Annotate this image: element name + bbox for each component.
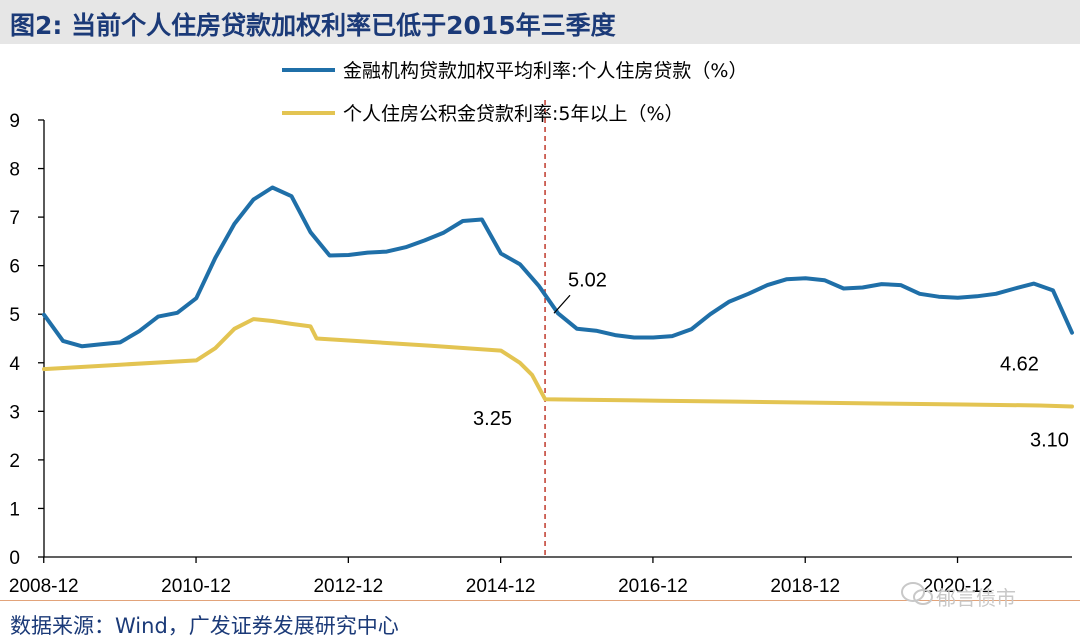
annotation-label: 5.02 (568, 269, 607, 291)
wechat-icon (901, 582, 933, 605)
data-source: 数据来源：Wind，广发证券发展研究中心 (10, 614, 399, 638)
y-tick-label: 8 (9, 160, 20, 181)
footer-divider (0, 600, 1080, 601)
x-tick-label: 2020-12 (923, 576, 993, 597)
axes: 0 1 2 3 4 5 6 7 8 9 2008-12 2010-12 2012-12 2014-12 20… (9, 100, 1072, 597)
y-tick-label: 3 (9, 402, 20, 423)
legend: 金融机构贷款加权平均利率:个人住房贷款（%） 个人住房公积金贷款利率:5年以上（… (282, 60, 747, 125)
y-tick-label: 4 (9, 354, 20, 375)
x-tick-label: 2014-12 (466, 576, 536, 597)
watermark-text: 郁言债市 (936, 586, 1016, 610)
line-chart: 0 1 2 3 4 5 6 7 8 9 2008-12 2010-12 2012-12 2014-12 20… (9, 60, 1074, 597)
y-tick-label: 5 (9, 305, 20, 326)
annotation-leader (553, 294, 571, 314)
legend-label-fund-rate: 个人住房公积金贷款利率:5年以上（%） (343, 103, 684, 125)
y-tick-label: 0 (9, 548, 20, 569)
y-tick-label: 9 (9, 111, 20, 132)
title-bar (0, 0, 1080, 44)
y-tick-label: 6 (9, 257, 20, 278)
series (42, 185, 1074, 409)
legend-label-loan-rate: 金融机构贷款加权平均利率:个人住房贷款（%） (343, 60, 747, 82)
x-tick-label: 2008-12 (9, 576, 79, 597)
series-loan-rate-line (42, 185, 1074, 349)
y-tick-label: 1 (9, 499, 20, 520)
y-tick-label: 2 (9, 451, 20, 472)
annotation-label: 3.10 (1030, 429, 1069, 451)
y-tick-label: 7 (9, 208, 20, 229)
x-tick-label: 2010-12 (161, 576, 231, 597)
series-fund-rate-line (42, 317, 1074, 409)
watermark: 郁言债市 (900, 580, 1050, 610)
annotation-label: 4.62 (1000, 354, 1039, 376)
figure-title: 图2: 当前个人住房贷款加权利率已低于2015年三季度 (10, 11, 616, 40)
x-tick-label: 2016-12 (618, 576, 688, 597)
x-tick-label: 2018-12 (770, 576, 840, 597)
x-tick-label: 2012-12 (313, 576, 383, 597)
annotations: 5.02 4.62 3.25 3.10 (473, 269, 1069, 451)
annotation-label: 3.25 (473, 408, 512, 430)
